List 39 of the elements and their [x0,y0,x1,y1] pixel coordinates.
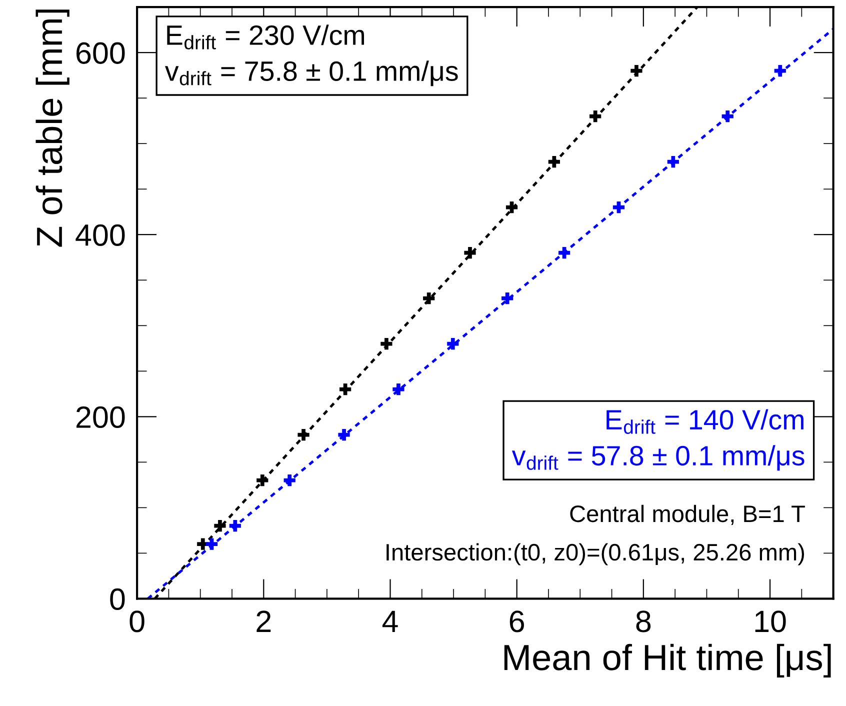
point [447,338,459,350]
point [502,292,514,304]
point [464,247,476,259]
point [423,292,435,304]
point [284,474,296,486]
text: E$_{drift}$ = 140 V/cm v$_{drift}$ = 57.8 ± 0.1 mm/μs [512,409,804,471]
point [298,429,310,441]
y-tick-label: 400 [76,224,125,246]
point [392,384,404,396]
point [338,429,350,441]
point [722,110,734,122]
x-tick-label: 4 [382,610,398,632]
point [229,520,241,532]
point [506,201,518,214]
point [558,247,570,259]
x-tick-label: 0 [130,610,144,632]
text: E$_{drift}$ = 230 V/cm v$_{drift}$ = 75.8 ± 0.1 mm/μs [165,24,458,86]
annotation: Intersection:(t0, z0)=(0.61μs, 25.26 mm) [386,543,804,566]
point [630,64,642,77]
point [206,538,218,550]
x-tick-label: 6 [510,610,524,632]
x-axis-title: Mean of Hit time [μs] [504,644,831,678]
x-tick-label: 8 [636,610,651,632]
point [380,338,392,350]
y-tick-label: 0 [110,588,125,610]
point [256,474,268,486]
point [667,156,679,168]
point [590,110,602,122]
point [339,384,352,396]
x-tick-label: 10 [755,610,786,632]
x-tick-label: 2 [256,610,271,632]
y-axis-title: Z of table [mm] [36,10,70,247]
y-tick-label: 600 [76,42,125,64]
y-tick-label: 200 [76,406,125,428]
point [214,520,226,532]
point [548,156,560,168]
annotation: Central module, B=1 T [570,504,805,525]
point [774,64,786,77]
point [612,201,625,214]
